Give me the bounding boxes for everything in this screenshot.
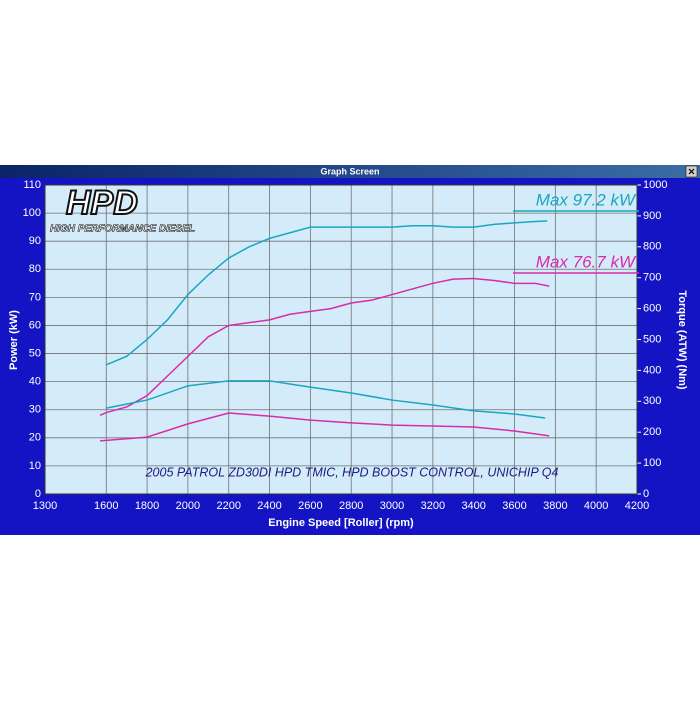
y2-tick-label: 200 [643,426,661,438]
annotation: 2005 PATROL ZD30DI HPD TMIC, HPD BOOST C… [145,465,559,479]
y-tick-label: 50 [29,347,41,359]
y-tick-label: 10 [29,460,41,472]
y2-tick-label: 600 [643,303,661,315]
x-tick-label: 2000 [176,500,200,512]
y-tick-label: 0 [35,488,41,500]
y-tick-label: 100 [23,207,41,219]
x-tick-label: 2400 [257,500,281,512]
max-label: Max 97.2 kW [536,190,637,209]
x-tick-label: 1600 [94,500,118,512]
y2-tick-label: 0 [643,488,649,500]
x-tick-label: 3600 [502,500,526,512]
y-tick-label: 40 [29,376,41,388]
y2-tick-label: 700 [643,272,661,284]
x-tick-label: 3200 [421,500,445,512]
x-axis-label: Engine Speed [Roller] (rpm) [268,517,414,529]
x-tick-label: 3000 [380,500,404,512]
series-line [100,412,550,442]
x-tick-label: 2600 [298,500,322,512]
max-label: Max 76.7 kW [536,252,637,271]
x-tick-label: 2200 [216,500,240,512]
title-bar [0,165,700,178]
series-line [99,277,550,417]
close-icon [688,168,695,175]
x-tick-label: 4000 [584,500,608,512]
y2-tick-label: 400 [643,364,661,376]
y-tick-label: 30 [29,404,41,416]
x-tick-label: 1800 [135,500,159,512]
y2-axis-label: Torque (ATW) (Nm) [676,290,688,390]
logo-subtitle: HIGH PERFORMANCE DIESEL [50,224,195,235]
y-tick-label: 20 [29,432,41,444]
plot-area [45,185,637,494]
y2-tick-label: 900 [643,210,661,222]
x-tick-label: 3400 [461,500,485,512]
y-tick-label: 90 [29,235,41,247]
y-tick-label: 110 [23,179,41,191]
y2-tick-label: 800 [643,241,661,253]
y-tick-label: 70 [29,291,41,303]
y2-tick-label: 100 [643,457,661,469]
y-tick-label: 60 [29,319,41,331]
series-line [106,380,546,419]
series-line [105,220,548,366]
x-tick-label: 4200 [625,500,649,512]
x-tick-label: 2800 [339,500,363,512]
plot-border [44,184,638,495]
y-tick-label: 80 [29,263,41,275]
y2-tick-label: 1000 [643,179,667,191]
window-title: Graph Screen [320,166,379,176]
logo: HPD [66,184,138,222]
x-tick-label: 3800 [543,500,567,512]
x-tick-label: 1300 [33,500,57,512]
y2-tick-label: 500 [643,333,661,345]
y2-tick-label: 300 [643,395,661,407]
y-axis-label: Power (kW) [8,310,20,370]
